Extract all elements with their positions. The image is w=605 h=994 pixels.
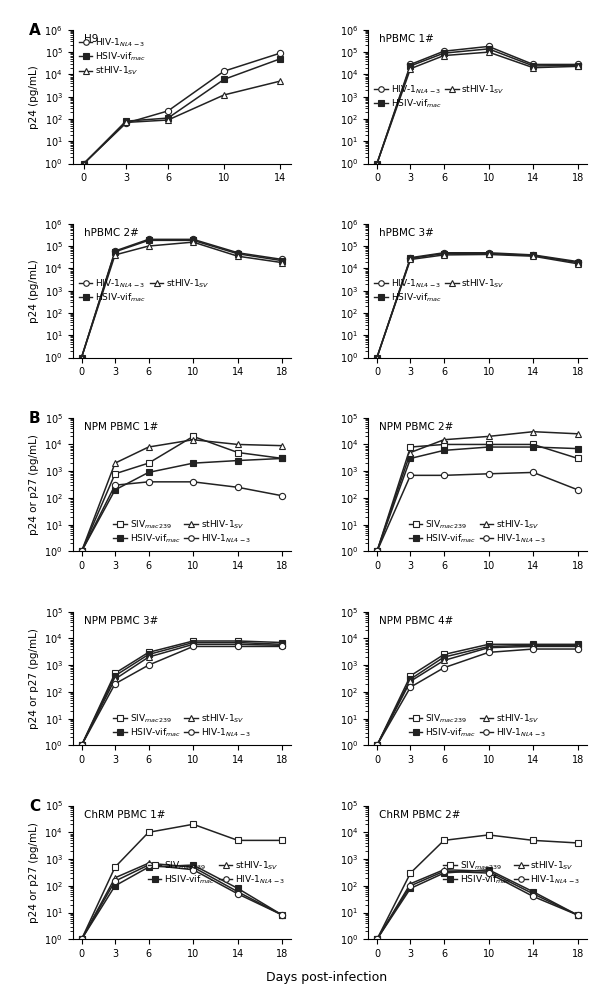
Legend: HIV-1$_{NL4-3}$, HSIV-vif$_{mac}$, stHIV-1$_{SV}$: HIV-1$_{NL4-3}$, HSIV-vif$_{mac}$, stHIV… (77, 35, 148, 80)
Y-axis label: p24 or p27 (pg/mL): p24 or p27 (pg/mL) (29, 628, 39, 729)
Text: B: B (29, 411, 41, 426)
Text: hPBMC 1#: hPBMC 1# (379, 34, 434, 44)
Text: NPM PBMC 2#: NPM PBMC 2# (379, 421, 453, 431)
Text: Days post-infection: Days post-infection (266, 971, 387, 984)
Legend: HIV-1$_{NL4-3}$, HSIV-vif$_{mac}$, stHIV-1$_{SV}$: HIV-1$_{NL4-3}$, HSIV-vif$_{mac}$, stHIV… (373, 82, 507, 112)
Legend: SIV$_{mac239}$, HSIV-vif$_{mac}$, stHIV-1$_{SV}$, HIV-1$_{NL4-3}$: SIV$_{mac239}$, HSIV-vif$_{mac}$, stHIV-… (111, 711, 252, 741)
Legend: SIV$_{mac239}$, HSIV-vif$_{mac}$, stHIV-1$_{SV}$, HIV-1$_{NL4-3}$: SIV$_{mac239}$, HSIV-vif$_{mac}$, stHIV-… (407, 517, 548, 547)
Legend: SIV$_{mac239}$, HSIV-vif$_{mac}$, stHIV-1$_{SV}$, HIV-1$_{NL4-3}$: SIV$_{mac239}$, HSIV-vif$_{mac}$, stHIV-… (146, 857, 287, 888)
Text: ChRM PBMC 2#: ChRM PBMC 2# (379, 809, 460, 820)
Legend: SIV$_{mac239}$, HSIV-vif$_{mac}$, stHIV-1$_{SV}$, HIV-1$_{NL4-3}$: SIV$_{mac239}$, HSIV-vif$_{mac}$, stHIV-… (111, 517, 252, 547)
Y-axis label: p24 or p27 (pg/mL): p24 or p27 (pg/mL) (29, 434, 39, 535)
Legend: HIV-1$_{NL4-3}$, HSIV-vif$_{mac}$, stHIV-1$_{SV}$: HIV-1$_{NL4-3}$, HSIV-vif$_{mac}$, stHIV… (373, 275, 507, 306)
Text: NPM PBMC 1#: NPM PBMC 1# (83, 421, 158, 431)
Text: NPM PBMC 3#: NPM PBMC 3# (83, 615, 158, 625)
Legend: HIV-1$_{NL4-3}$, HSIV-vif$_{mac}$, stHIV-1$_{SV}$: HIV-1$_{NL4-3}$, HSIV-vif$_{mac}$, stHIV… (77, 275, 212, 306)
Y-axis label: p24 (pg/mL): p24 (pg/mL) (29, 258, 39, 322)
Y-axis label: p24 (pg/mL): p24 (pg/mL) (29, 65, 39, 128)
Text: ChRM PBMC 1#: ChRM PBMC 1# (83, 809, 165, 820)
Text: C: C (29, 799, 40, 814)
Legend: SIV$_{mac239}$, HSIV-vif$_{mac}$, stHIV-1$_{SV}$, HIV-1$_{NL4-3}$: SIV$_{mac239}$, HSIV-vif$_{mac}$, stHIV-… (407, 711, 548, 741)
Text: H9: H9 (83, 34, 98, 44)
Y-axis label: p24 or p27 (pg/mL): p24 or p27 (pg/mL) (29, 822, 39, 922)
Text: hPBMC 3#: hPBMC 3# (379, 228, 434, 238)
Legend: SIV$_{mac239}$, HSIV-vif$_{mac}$, stHIV-1$_{SV}$, HIV-1$_{NL4-3}$: SIV$_{mac239}$, HSIV-vif$_{mac}$, stHIV-… (442, 857, 583, 888)
Text: NPM PBMC 4#: NPM PBMC 4# (379, 615, 453, 625)
Text: A: A (29, 23, 41, 38)
Text: hPBMC 2#: hPBMC 2# (83, 228, 139, 238)
